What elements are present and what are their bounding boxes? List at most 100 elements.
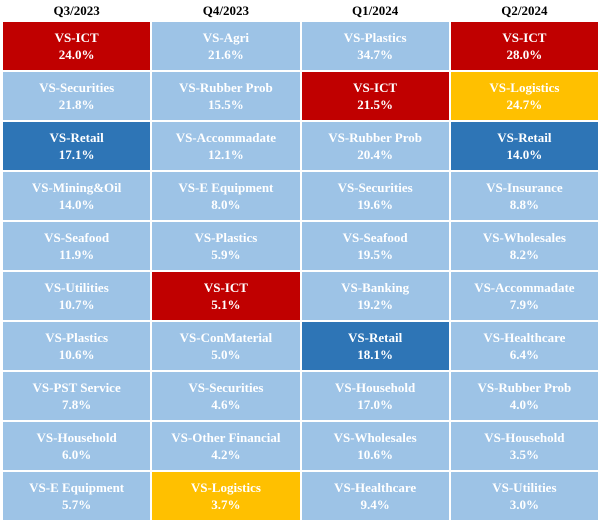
sector-name: VS-Healthcare (334, 480, 417, 495)
table-cell: VS-Plastics 10.6% (2, 321, 152, 371)
sector-value: 10.6% (58, 347, 95, 362)
sector-name: VS-PST Service (32, 380, 121, 395)
table-cell: VS-ICT 5.1% (151, 271, 301, 321)
sector-name: VS-Securities (39, 80, 115, 95)
sector-value: 19.6% (357, 197, 393, 212)
table-cell: VS-ICT 28.0% (449, 21, 599, 71)
sector-name: VS-Healthcare (483, 330, 566, 345)
sector-value: 17.1% (58, 147, 95, 162)
sector-value: 8.8% (509, 197, 539, 212)
table-cell: VS-Banking 19.2% (300, 271, 450, 321)
table-cell: VS-Plastics 5.9% (151, 221, 301, 271)
sector-name: VS-Accommadate (474, 280, 575, 295)
sector-value: 3.5% (509, 447, 539, 462)
table-cell: VS-Household 17.0% (300, 371, 450, 421)
table-cell: VS-E Equipment 8.0% (151, 171, 301, 221)
sector-value: 14.0% (506, 147, 543, 162)
sector-name: VS-ICT (54, 30, 99, 45)
sector-name: VS-E Equipment (29, 480, 125, 495)
table-cell: VS-ConMaterial 5.0% (151, 321, 301, 371)
table-cell: VS-Accommadate 12.1% (151, 121, 301, 171)
table-cell: VS-Accommadate 7.9% (449, 271, 599, 321)
sector-name: VS-ICT (203, 280, 248, 295)
table-row: VS-ICT 24.0% VS-Agri 21.6% VS-Plastics 34.7% V… (2, 21, 599, 71)
table-cell: VS-Wholesales 8.2% (449, 221, 599, 271)
sector-value: 5.1% (211, 297, 241, 312)
table-row: VS-Utilities 10.7% VS-ICT 5.1% VS-Banking 19.… (2, 271, 599, 321)
table-cell: VS-Logistics 24.7% (449, 71, 599, 121)
sector-value: 8.2% (509, 247, 539, 262)
sector-value: 7.8% (62, 397, 92, 412)
sector-name: VS-Securities (337, 180, 413, 195)
table-cell: VS-Other Financial 4.2% (151, 421, 301, 471)
sector-value: 4.6% (211, 397, 241, 412)
sector-value: 10.6% (357, 447, 393, 462)
sector-name: VS-Logistics (190, 480, 261, 495)
table-cell: VS-ICT 21.5% (300, 71, 450, 121)
sector-name: VS-E Equipment (178, 180, 274, 195)
table-cell: VS-Rubber Prob 20.4% (300, 121, 450, 171)
table-row: VS-Household 6.0% VS-Other Financial 4.2% VS… (2, 421, 599, 471)
sector-name: VS-Banking (341, 280, 410, 295)
sector-value: 12.1% (208, 147, 244, 162)
sector-name: VS-Seafood (342, 230, 408, 245)
sector-name: VS-Utilities (492, 480, 557, 495)
sector-name: VS-Retail (49, 130, 104, 145)
sector-name: VS-Plastics (194, 230, 258, 245)
sector-name: VS-Insurance (486, 180, 563, 195)
sector-name: VS-Agri (202, 30, 249, 45)
sector-value: 21.6% (208, 47, 244, 62)
table-row: VS-E Equipment 5.7% VS-Logistics 3.7% VS-Hea… (2, 471, 599, 521)
sector-name: VS-ConMaterial (179, 330, 273, 345)
sector-value: 6.4% (509, 347, 539, 362)
sector-value: 14.0% (58, 197, 95, 212)
sector-value: 5.7% (62, 497, 92, 512)
sector-value: 3.7% (211, 497, 241, 512)
table-row: VS-Retail 17.1% VS-Accommadate 12.1% VS-Rubb… (2, 121, 599, 171)
sector-value: 18.1% (357, 347, 393, 362)
table-row: VS-PST Service 7.8% VS-Securities 4.6% VS-Ho… (2, 371, 599, 421)
sector-value: 20.4% (357, 147, 393, 162)
table-cell: VS-ICT 24.0% (2, 21, 152, 71)
column-header-q4-2023: Q4/2023 (202, 3, 249, 18)
sector-name: VS-Securities (188, 380, 264, 395)
sector-value: 6.0% (62, 447, 92, 462)
table-row: VS-Securities 21.8% VS-Rubber Prob 15.5% VS-… (2, 71, 599, 121)
sector-value: 24.0% (58, 47, 95, 62)
sector-value: 3.0% (509, 497, 539, 512)
table-cell: VS-Healthcare 6.4% (449, 321, 599, 371)
sector-value: 34.7% (357, 47, 393, 62)
sector-value: 8.0% (211, 197, 241, 212)
sector-name: VS-Other Financial (171, 430, 281, 445)
sector-name: VS-Plastics (45, 330, 109, 345)
sector-name: VS-Accommadate (175, 130, 277, 145)
table-cell: VS-Logistics 3.7% (151, 471, 301, 521)
table-body: VS-ICT 24.0% VS-Agri 21.6% VS-Plastics 34.7% V… (2, 21, 599, 521)
sector-name: VS-Household (484, 430, 565, 445)
sector-name: VS-Retail (497, 130, 552, 145)
sector-value: 17.0% (357, 397, 393, 412)
table-cell: VS-PST Service 7.8% (2, 371, 152, 421)
sector-value: 28.0% (506, 47, 543, 62)
table-cell: VS-Household 3.5% (449, 421, 599, 471)
table-cell: VS-Retail 17.1% (2, 121, 152, 171)
sector-value: 21.5% (357, 97, 393, 112)
table-cell: VS-Securities 4.6% (151, 371, 301, 421)
table-cell: VS-E Equipment 5.7% (2, 471, 152, 521)
table-cell: VS-Utilities 10.7% (2, 271, 152, 321)
header-row: Q3/2023 Q4/2023 Q1/2024 Q2/2024 (2, 0, 599, 21)
table-cell: VS-Healthcare 9.4% (300, 471, 450, 521)
table-row: VS-Plastics 10.6% VS-ConMaterial 5.0% VS-Ret… (2, 321, 599, 371)
sector-name: VS-Retail (348, 330, 403, 345)
sector-name: VS-ICT (502, 30, 547, 45)
sector-name: VS-Rubber Prob (328, 130, 423, 145)
sector-name: VS-Logistics (489, 80, 560, 95)
sector-name: VS-ICT (353, 80, 398, 95)
sector-value: 7.9% (509, 297, 539, 312)
sector-value: 15.5% (208, 97, 244, 112)
table-cell: VS-Retail 14.0% (449, 121, 599, 171)
sector-value: 4.2% (211, 447, 241, 462)
sector-name: VS-Household (335, 380, 416, 395)
table-cell: VS-Securities 21.8% (2, 71, 152, 121)
